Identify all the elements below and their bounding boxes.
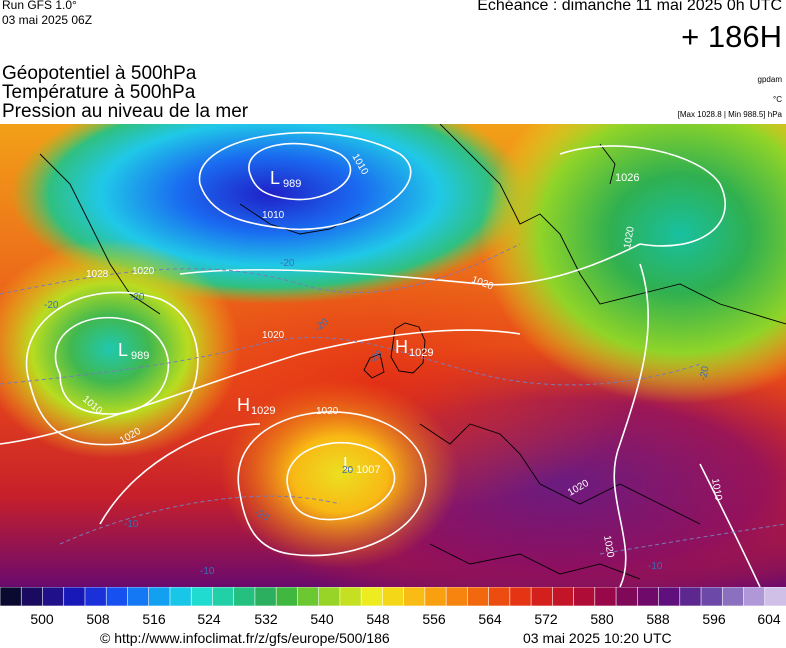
- colorbar-swatch: [424, 587, 447, 606]
- colorbar-tick: 548: [366, 611, 390, 627]
- colorbar-swatch: [84, 587, 108, 606]
- isobar-label: 1020: [622, 225, 637, 249]
- colorbar-swatch: [0, 587, 23, 606]
- colorbar-swatch: [552, 587, 575, 606]
- colorbar-swatch: [721, 587, 745, 606]
- isobar-label: 1020: [316, 406, 339, 417]
- colorbar-tick: 516: [142, 611, 166, 627]
- low-center: L: [118, 340, 128, 360]
- colorbar-swatch: [20, 587, 44, 606]
- colorbar-swatch: [636, 587, 660, 606]
- high-center-value: 1029: [251, 405, 275, 417]
- colorbar-swatch: [467, 587, 490, 606]
- high-center-value: 1029: [409, 347, 433, 359]
- unit-gpdam: gpdam: [757, 75, 782, 84]
- colorbar-swatch: [254, 587, 277, 606]
- isobar-label: 1010: [262, 210, 285, 221]
- colorbar-tick: 572: [534, 611, 558, 627]
- colorbar-swatch: [169, 587, 192, 606]
- colorbar-swatch: [148, 587, 171, 606]
- isobar-label: 1010: [709, 478, 724, 502]
- colorbar-swatch: [594, 587, 617, 606]
- low-center-value: 989: [283, 178, 301, 190]
- colorbar-tick: 596: [702, 611, 726, 627]
- colorbar-swatch: [403, 587, 426, 606]
- colorbar-swatch: [233, 587, 256, 606]
- colorbar-swatch: [360, 587, 384, 606]
- pressure-centers: L 989 L 989 H 1029 H 1029 L 1007 1026: [118, 168, 639, 476]
- colorbar-swatch: [318, 587, 341, 606]
- isobar-label: 1020: [262, 330, 285, 341]
- colorbar-swatch: [42, 587, 65, 606]
- colorbar-swatch: [275, 587, 299, 606]
- low-center-value: 989: [131, 350, 149, 362]
- colorbar-swatch: [63, 587, 86, 606]
- isotherm-label: -10: [124, 519, 139, 530]
- high-center: H: [237, 395, 250, 415]
- colorbar-swatch: [679, 587, 702, 606]
- colorbar-tick: 524: [197, 611, 221, 627]
- isobar-label: 1020: [601, 535, 616, 559]
- isobar-label: 1028: [86, 269, 109, 280]
- colorbar-swatch: [615, 587, 639, 606]
- isobars: [0, 131, 761, 587]
- colorbar: [0, 587, 786, 606]
- colorbar-tick: 500: [30, 611, 54, 627]
- colorbar-tick: 580: [590, 611, 614, 627]
- colorbar-swatch: [573, 587, 596, 606]
- high-center: H: [395, 337, 408, 357]
- isotherm-label: -10: [648, 561, 663, 572]
- isotherm-label: -10: [200, 566, 215, 577]
- title-geopotential: Géopotentiel à 500hPa: [2, 63, 197, 84]
- coastlines: [39, 124, 786, 580]
- weather-map: L 989 L 989 H 1029 H 1029 L 1007 1026 10…: [0, 124, 786, 587]
- forecast-lead-time: + 186H: [681, 19, 782, 54]
- colorbar-tick: 564: [478, 611, 502, 627]
- run-label: Run GFS 1.0°: [2, 0, 77, 12]
- colorbar-swatch: [445, 587, 469, 606]
- unit-celsius: °C: [773, 95, 782, 104]
- colorbar-tick: 588: [646, 611, 670, 627]
- source-url: © http://www.infoclimat.fr/z/gfs/europe/…: [100, 630, 390, 646]
- title-temperature: Température à 500hPa: [2, 82, 196, 103]
- colorbar-swatch: [339, 587, 362, 606]
- low-center: L: [343, 454, 353, 474]
- forecast-valid-time: Echéance : dimanche 11 mai 2025 0h UTC: [477, 0, 782, 14]
- colorbar-tick: 540: [310, 611, 334, 627]
- isotherm-label: -20: [280, 258, 295, 269]
- colorbar-swatch: [297, 587, 320, 606]
- temperature-labels: -20 -20 -20 -20 -20 -20 -10 -10 -10 -20 …: [44, 258, 712, 577]
- colorbar-tick: 508: [86, 611, 110, 627]
- colorbar-swatch: [658, 587, 681, 606]
- colorbar-tick: 532: [254, 611, 278, 627]
- colorbar-swatch: [190, 587, 214, 606]
- colorbar-tick: 604: [757, 611, 781, 627]
- colorbar-swatch: [127, 587, 150, 606]
- low-center-value: 1007: [356, 464, 380, 476]
- isotherm-label: -20: [698, 365, 711, 382]
- isotherm-label: -20: [44, 300, 59, 311]
- colorbar-swatch: [700, 587, 724, 606]
- colorbar-swatch: [743, 587, 766, 606]
- isotherm-label: 20: [342, 465, 354, 476]
- colorbar-swatch: [764, 587, 786, 606]
- colorbar-swatch: [212, 587, 235, 606]
- generated-date: 03 mai 2025 10:20 UTC: [523, 630, 672, 646]
- colorbar-swatch: [105, 587, 129, 606]
- colorbar-swatch: [530, 587, 554, 606]
- isotherms: [0, 243, 786, 555]
- pressure-value: 1026: [615, 172, 639, 184]
- isobar-label: 1020: [132, 266, 155, 277]
- pressure-range: [Max 1028.8 | Min 988.5] hPa: [677, 110, 782, 119]
- colorbar-swatch: [382, 587, 405, 606]
- isotherm-label: -20: [130, 292, 145, 303]
- title-pressure: Pression au niveau de la mer: [2, 101, 249, 122]
- colorbar-swatch: [488, 587, 511, 606]
- run-date: 03 mai 2025 06Z: [2, 13, 93, 27]
- low-center: L: [270, 168, 280, 188]
- colorbar-swatch: [509, 587, 532, 606]
- colorbar-tick: 556: [422, 611, 446, 627]
